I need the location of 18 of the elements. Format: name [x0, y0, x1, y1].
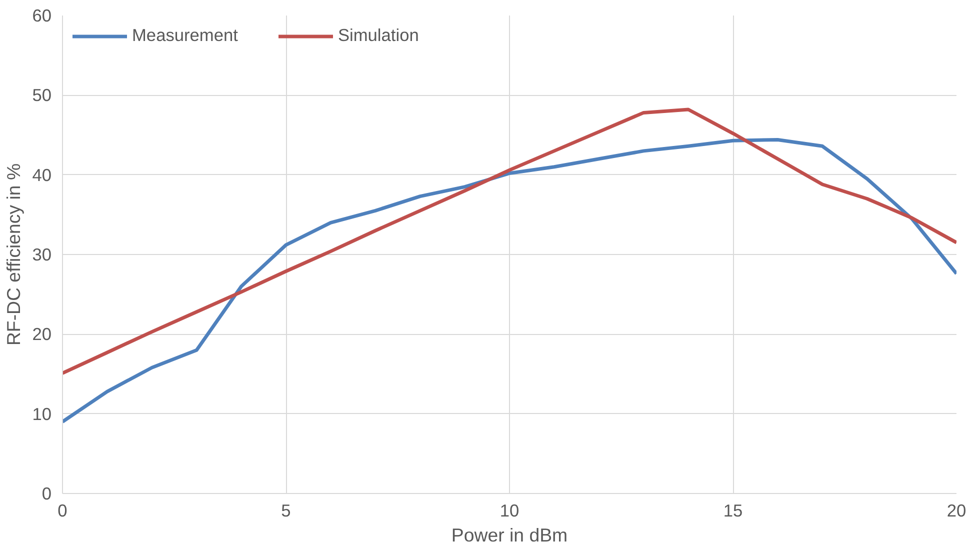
line-series [62, 138, 956, 424]
x-tick-label: 15 [723, 500, 743, 520]
y-tick-label: 20 [32, 324, 52, 344]
x-tick-label: 10 [500, 500, 520, 520]
y-tick-label: 10 [32, 404, 52, 424]
x-tick-label: 20 [946, 500, 966, 520]
x-tick-label: 0 [58, 500, 68, 520]
y-tick-label: 40 [32, 164, 52, 185]
line-series [62, 108, 956, 375]
y-tick-label: 50 [32, 85, 52, 106]
x-tick-label: 5 [281, 500, 291, 520]
legend-label: Simulation [338, 25, 419, 46]
y-tick-label: 0 [42, 484, 52, 504]
x-axis-title: Power in dBm [451, 524, 568, 546]
legend-label: Measurement [132, 25, 238, 46]
y-tick-label: 30 [32, 244, 52, 264]
y-tick-label: 60 [32, 6, 52, 26]
y-axis-title: RF-DC efficiency in % [3, 163, 24, 346]
